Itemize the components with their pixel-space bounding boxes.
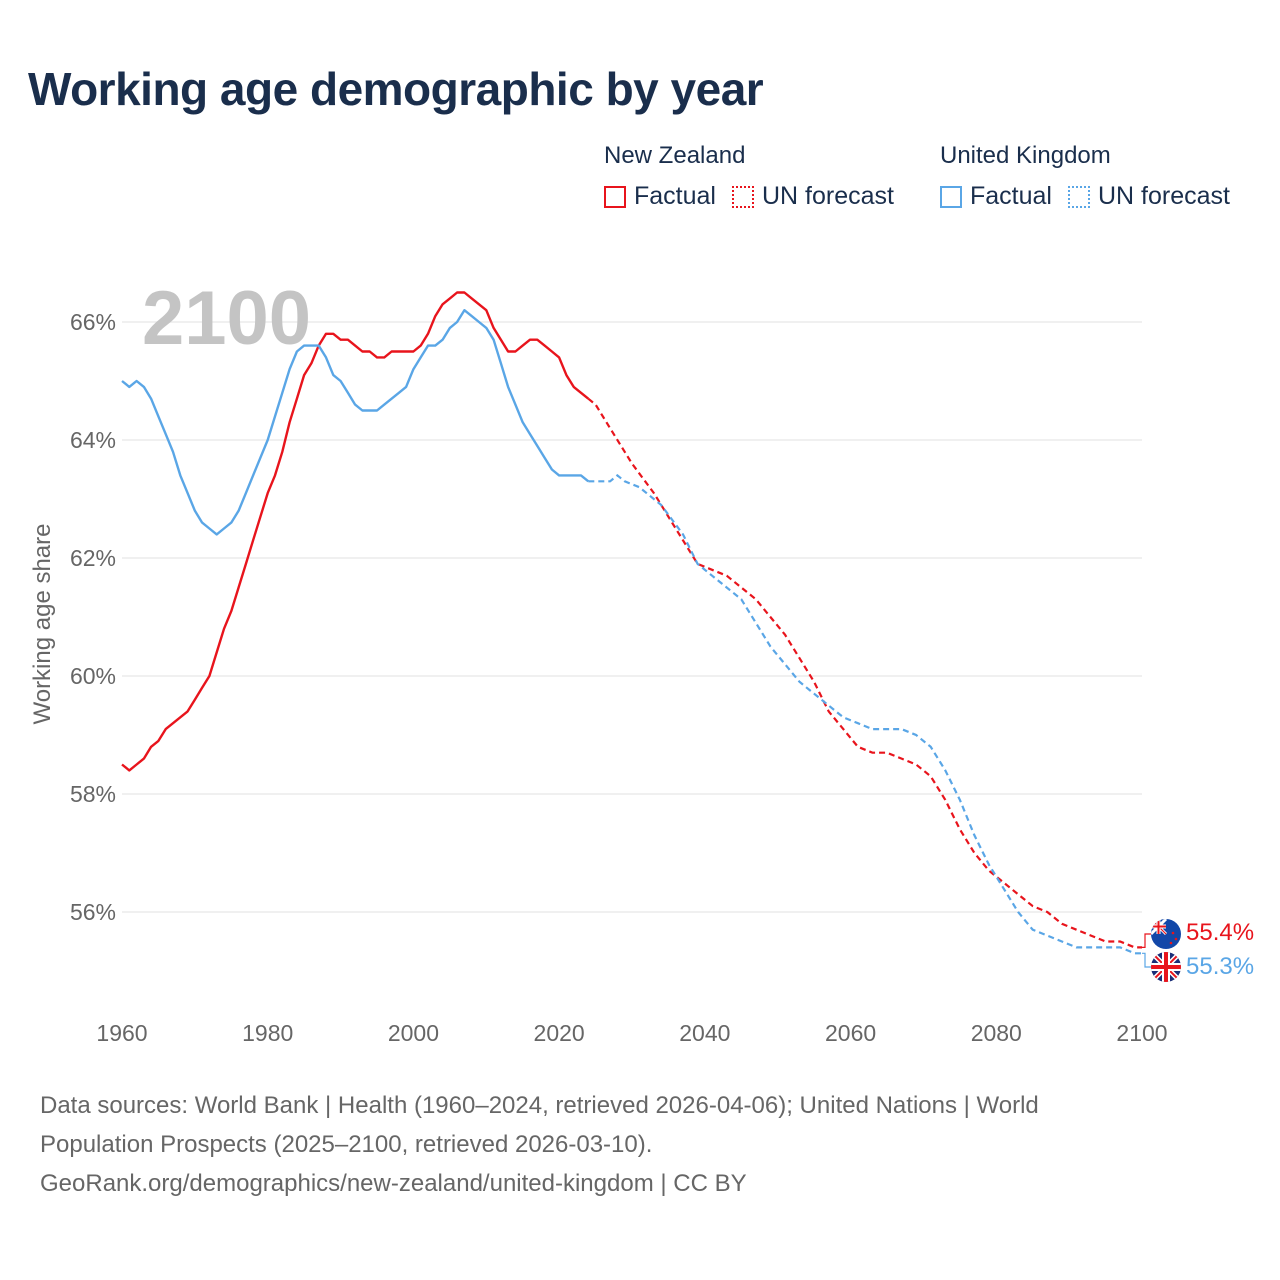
legend-swatch-solid [604,185,626,208]
y-tick-label: 58% [70,781,116,807]
y-tick-label: 64% [70,427,116,453]
legend-swatch-dotted [731,185,754,208]
x-tick-label: 2100 [1116,1020,1167,1046]
x-axis: 1960 1980 2000 2020 2040 2060 2080 2100 [96,1020,1167,1046]
legend-group-title: United Kingdom [940,142,1111,169]
legend-item-uk-forecast[interactable]: UN forecast [1067,182,1230,211]
x-tick-label: 1960 [96,1020,147,1046]
chart-title: Working age demographic by year [28,63,764,115]
nz-flag-icon [1151,919,1181,949]
footer-line-1: Data sources: World Bank | Health (1960–… [40,1092,1039,1119]
legend-swatch-dotted [1067,185,1090,208]
y-tick-label: 62% [70,545,116,571]
y-axis-label: Working age share [29,524,56,725]
series-lines [121,291,1151,968]
end-markers: 55.4% 55.3% [1151,919,1254,982]
uk-flag-icon [1151,952,1181,982]
series-line-factual-0[interactable] [121,291,590,772]
footer-sources: Data sources: World Bank | Health (1960–… [40,1086,1240,1203]
series-line-forecast-0[interactable] [587,397,1142,949]
end-label-nz: 55.4% [1186,919,1254,946]
series-line-factual-1[interactable] [121,309,590,536]
x-tick-label: 2060 [825,1020,876,1046]
legend-item-uk-factual[interactable]: Factual [940,182,1052,211]
x-tick-label: 2080 [971,1020,1022,1046]
x-tick-label: 1980 [242,1020,293,1046]
legend-label: UN forecast [761,182,894,210]
y-tick-label: 66% [70,309,116,335]
y-tick-label: 56% [70,899,116,925]
legend-swatch-solid [940,185,962,208]
legend-item-nz-factual[interactable]: Factual [604,182,716,211]
legend-group-united-kingdom: United Kingdom Factual UN forecast [940,142,1246,211]
y-axis: 56% 58% 60% 62% 64% 66% [70,309,116,925]
end-connector [1142,933,1151,948]
y-tick-label: 60% [70,663,116,689]
x-tick-label: 2000 [388,1020,439,1046]
legend-label: Factual [970,182,1052,210]
gridlines [122,321,1142,913]
footer-line-3: GeoRank.org/demographics/new-zealand/uni… [40,1170,747,1197]
legend-group-title: New Zealand [604,142,746,169]
legend-label: UN forecast [1097,182,1230,210]
legend-group-new-zealand: New Zealand Factual UN forecast [604,142,910,211]
series-line-forecast-1[interactable] [588,473,1142,955]
legend-label: Factual [634,182,716,210]
x-tick-label: 2020 [534,1020,585,1046]
end-label-uk: 55.3% [1186,953,1254,980]
line-chart: 2100 56% 58% 60% 62% 64% 66% 1960 1980 2000 2020… [29,276,1254,1046]
year-watermark: 2100 [142,276,311,361]
end-connector [1142,952,1151,968]
x-tick-label: 2040 [679,1020,730,1046]
legend-item-nz-forecast[interactable]: UN forecast [731,182,894,211]
footer-line-2: Population Prospects (2025–2100, retriev… [40,1131,653,1158]
